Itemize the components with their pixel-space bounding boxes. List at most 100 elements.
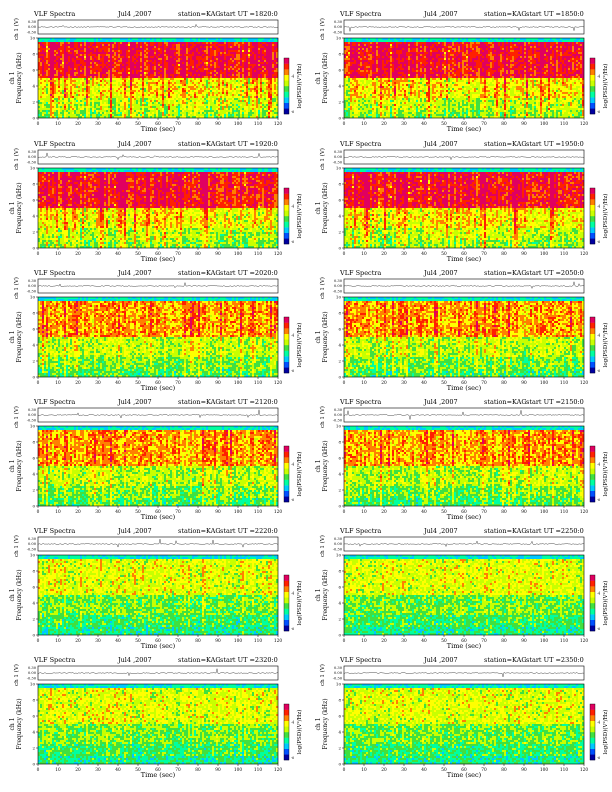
spectrogram-cell [176,44,178,46]
spectrogram-cell [238,60,240,62]
spectrogram-cell [128,52,130,54]
spectrogram-cell [132,70,134,72]
spectrogram-cell [262,44,264,46]
spectrogram-cell [78,52,80,54]
spectrogram-cell [200,56,202,58]
spectrogram-cell [48,42,50,44]
spectrogram-cell [164,44,166,46]
spectrogram-cell [184,40,186,42]
spectrogram-cell [74,54,76,56]
spectrogram-cell [266,58,268,60]
spectrogram-cell [230,72,232,74]
spectrogram-cell [188,44,190,46]
spectrogram-cell [258,62,260,64]
spectrogram-cell [138,46,140,48]
spectrogram-cell [42,58,44,60]
spectrogram-cell [132,76,134,78]
spectrogram-cell [170,62,172,64]
spectrogram-cell [106,56,108,58]
spectrogram-cell [260,52,262,54]
spectrogram-cell [236,42,238,44]
spectrogram-cell [156,70,158,72]
spectrogram-cell [238,66,240,68]
spectrogram-cell [112,64,114,66]
spectrogram-cell [252,42,254,44]
spectrogram-cell [196,54,198,56]
spectrogram-cell [210,58,212,60]
panel-date: Jul4 ,2007 [117,10,152,18]
spectrogram-cell [98,46,100,48]
spectrogram-cell [40,54,42,56]
spectrogram-cell [88,56,90,58]
spectrogram-cell [264,70,266,72]
spectrogram-cell [138,38,140,40]
spectrogram-cell [196,66,198,68]
spectrogram-cell [164,76,166,78]
spectrogram-cell [158,72,160,74]
spectrogram-cell [162,38,164,40]
spectrogram-cell [38,40,40,42]
spectrogram-cell [160,42,162,44]
spectrogram-cell [174,54,176,56]
spectrogram-cell [202,74,204,76]
spectrogram-cell [136,42,138,44]
spectrogram-cell [262,74,264,76]
spectrogram-cell [226,66,228,68]
spectrogram-cell [66,54,68,56]
spectrogram-cell [230,66,232,68]
spectrogram-cell [238,56,240,58]
spectrogram-cell [176,72,178,74]
spectrogram-cell [90,58,92,60]
spectrogram-cell [148,52,150,54]
spectrogram-cell [160,38,162,40]
spectrogram-cell [218,74,220,76]
spectrogram-cell [86,48,88,50]
spectrogram-cell [88,76,90,78]
spectrogram-cell [190,40,192,42]
spectrogram-cell [56,54,58,56]
spectrogram-cell [80,74,82,76]
spectrogram-cell [214,72,216,74]
spectrogram-cell [218,48,220,50]
spectrogram-cell [86,38,88,40]
spectrogram-cell [196,40,198,42]
spectrogram-cell [98,60,100,62]
spectrogram-cell [38,72,40,74]
spectrogram-cell [230,48,232,50]
spectrogram-cell [80,38,82,40]
spectrogram-cell [126,46,128,48]
spectrogram-cell [128,42,130,44]
spectrogram-cell [176,76,178,78]
spectrogram-cell [224,64,226,66]
spectrogram-cell [256,52,258,54]
spectrogram-cell [224,42,226,44]
spectrogram-cell [142,76,144,78]
spectrogram-cell [120,60,122,62]
spectrogram-cell [148,48,150,50]
spectrogram-cell [234,74,236,76]
spectrogram-cell [74,38,76,40]
spectrogram-cell [56,40,58,42]
spectrogram-cell [270,60,272,62]
spectrogram-cell [238,44,240,46]
spectrogram-cell [102,46,104,48]
spectrogram-cell [58,50,60,52]
spectrogram-cell [124,74,126,76]
spectrogram-cell [182,56,184,58]
spectrogram-cell [238,64,240,66]
spectrogram-cell [208,74,210,76]
spectrogram-cell [170,64,172,66]
spectrogram-cell [212,62,214,64]
spectrogram-cell [264,60,266,62]
spectrogram-cell [104,70,106,72]
spectrogram-cell [164,50,166,52]
spectrogram-cell [202,38,204,40]
spectrogram-cell [262,70,264,72]
spectrogram-cell [238,42,240,44]
spectrogram-cell [176,60,178,62]
spectrogram-cell [182,58,184,60]
spectrogram-cell [60,58,62,60]
spectrogram-cell [46,50,48,52]
spectrogram-cell [208,44,210,46]
spectrogram-cell [146,76,148,78]
